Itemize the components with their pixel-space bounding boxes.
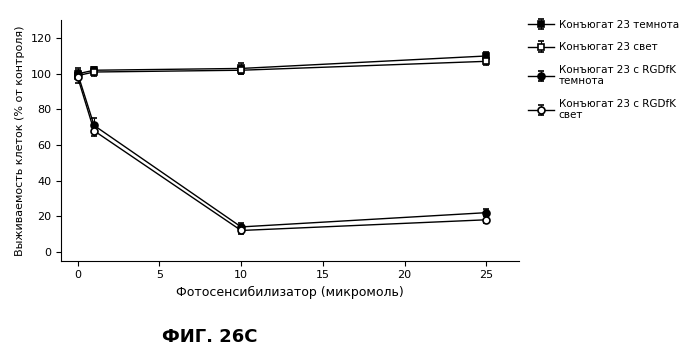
- X-axis label: Фотосенсибилизатор (микромоль): Фотосенсибилизатор (микромоль): [176, 286, 404, 299]
- Y-axis label: Выживаемость клеток (% от контроля): Выживаемость клеток (% от контроля): [15, 25, 25, 256]
- Text: ФИГ. 26C: ФИГ. 26C: [162, 327, 257, 346]
- Legend: Конъюгат 23 темнота, Конъюгат 23 свет, Конъюгат 23 с RGDfK
темнота, Конъюгат 23 : Конъюгат 23 темнота, Конъюгат 23 свет, К…: [524, 16, 683, 125]
